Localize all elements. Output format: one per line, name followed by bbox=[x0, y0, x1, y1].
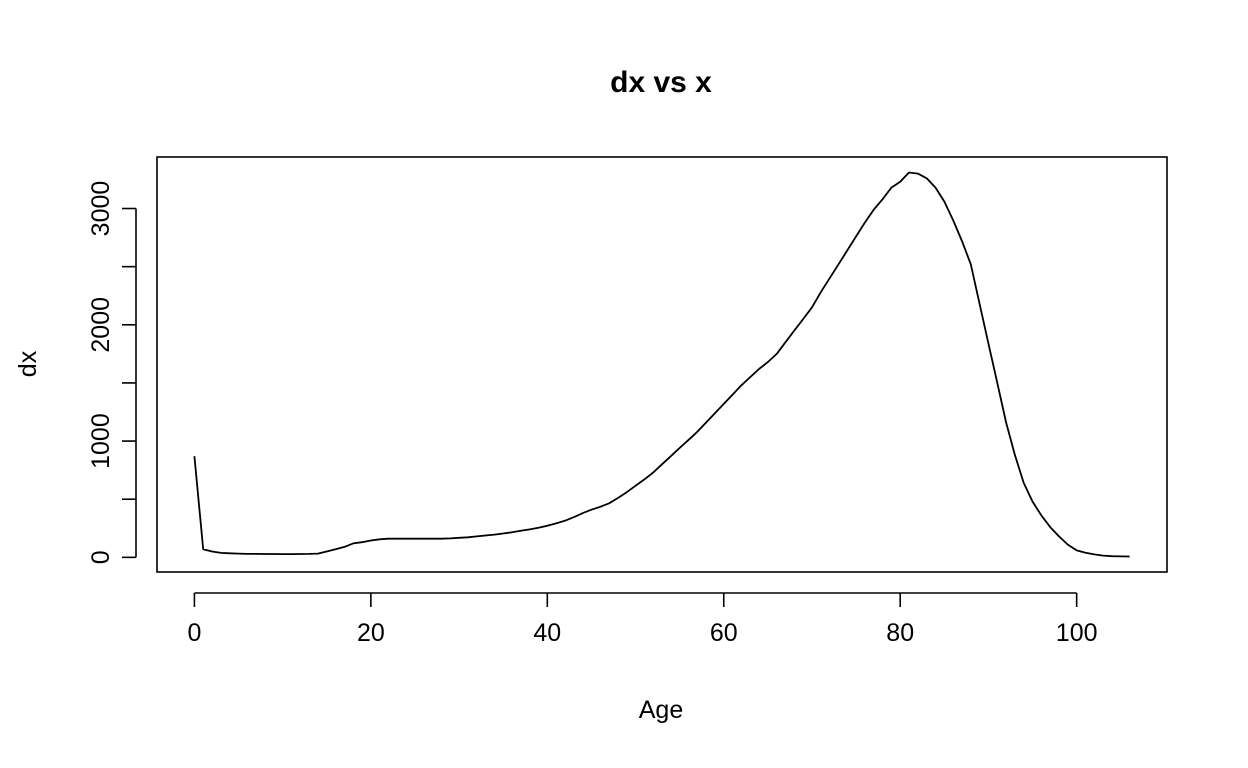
y-axis-title: dx bbox=[14, 350, 42, 377]
plot-frame bbox=[156, 156, 1168, 573]
x-tick-label: 40 bbox=[533, 619, 561, 647]
chart-title: dx vs x bbox=[610, 66, 712, 99]
y-axis: 0 1000 2000 3000 bbox=[87, 181, 137, 564]
x-tick-label: 100 bbox=[1056, 619, 1098, 647]
x-axis: 0 20 40 60 80 100 bbox=[187, 592, 1098, 647]
x-tick-label: 20 bbox=[357, 619, 385, 647]
y-tick-label: 0 bbox=[87, 550, 115, 564]
y-tick-label: 3000 bbox=[87, 181, 115, 237]
x-tick-label: 0 bbox=[187, 619, 201, 647]
series-line-dx bbox=[193, 171, 1130, 558]
x-tick-label: 60 bbox=[710, 619, 738, 647]
y-tick-label: 1000 bbox=[87, 413, 115, 469]
x-axis-title: Age bbox=[639, 696, 683, 724]
y-tick-label: 2000 bbox=[87, 297, 115, 353]
x-tick-label: 80 bbox=[886, 619, 914, 647]
